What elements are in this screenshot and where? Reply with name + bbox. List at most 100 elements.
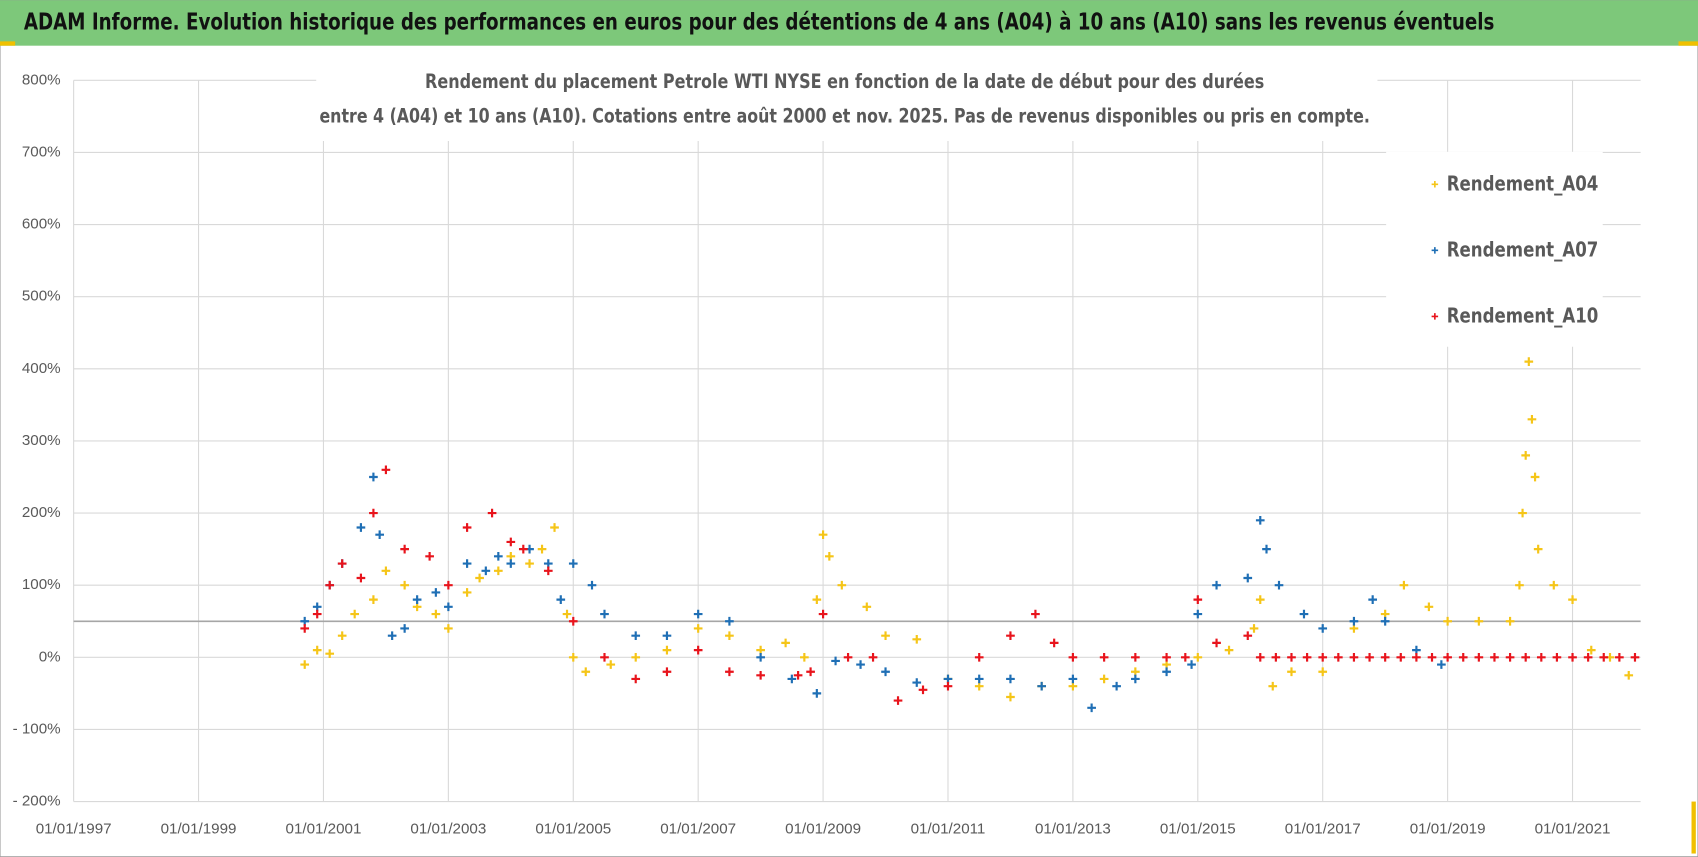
- corner: [0, 41, 16, 46]
- x-tick-label: 01/01/2021: [1535, 821, 1611, 838]
- marker: [1424, 602, 1434, 612]
- marker: [1533, 544, 1543, 554]
- marker: [1068, 674, 1078, 684]
- marker: [562, 609, 572, 619]
- y-tick-label: 100%: [22, 576, 61, 593]
- legend-box: [1386, 151, 1603, 347]
- marker: [1505, 616, 1515, 626]
- marker: [337, 559, 347, 568]
- marker: [1630, 652, 1640, 662]
- marker: [1287, 667, 1296, 677]
- marker: [1368, 595, 1378, 604]
- marker: [1318, 667, 1328, 677]
- marker: [1006, 631, 1015, 641]
- marker: [881, 631, 890, 641]
- y-tick-label: 300%: [22, 432, 61, 449]
- marker: [506, 559, 516, 568]
- marker: [693, 645, 703, 655]
- marker: [375, 530, 384, 540]
- marker: [493, 552, 503, 561]
- marker: [556, 595, 566, 604]
- marker: [725, 667, 734, 677]
- marker: [381, 566, 391, 576]
- marker: [350, 609, 360, 619]
- marker: [1365, 652, 1374, 662]
- marker: [356, 573, 366, 583]
- marker: [868, 652, 878, 662]
- marker: [1427, 652, 1437, 662]
- marker: [1255, 595, 1265, 604]
- marker: [1162, 652, 1171, 662]
- marker: [793, 671, 803, 680]
- marker: [1087, 703, 1096, 713]
- marker: [1302, 652, 1312, 662]
- marker: [1006, 674, 1015, 684]
- marker: [525, 559, 534, 568]
- marker: [1568, 595, 1577, 604]
- x-tick-label: 01/01/2013: [1035, 821, 1111, 838]
- marker: [506, 537, 516, 547]
- marker: [1524, 357, 1534, 366]
- marker: [1458, 652, 1468, 662]
- marker: [1349, 652, 1359, 662]
- marker: [369, 595, 378, 604]
- marker: [812, 689, 822, 698]
- header: ADAM Informe. Evolution historique des p…: [24, 9, 1495, 35]
- marker: [1243, 573, 1253, 583]
- corner: [1691, 801, 1696, 854]
- marker: [493, 566, 503, 576]
- marker: [1193, 609, 1203, 619]
- marker: [400, 580, 409, 590]
- marker: [912, 634, 922, 644]
- marker: [581, 667, 591, 677]
- marker: [818, 530, 828, 540]
- marker: [1193, 595, 1203, 604]
- marker: [1515, 580, 1524, 590]
- marker: [1399, 580, 1409, 590]
- marker: [425, 552, 434, 561]
- marker: [1187, 660, 1196, 669]
- y-tick-label: 200%: [22, 504, 61, 521]
- marker: [1443, 616, 1452, 626]
- marker: [462, 523, 472, 532]
- marker: [1037, 681, 1047, 691]
- marker: [1099, 674, 1109, 684]
- marker: [1287, 652, 1296, 662]
- x-tick-label: 01/01/1999: [161, 821, 237, 838]
- marker: [1527, 414, 1537, 424]
- marker: [1299, 609, 1309, 619]
- legend-label: Rendement_A04: [1447, 171, 1599, 195]
- marker: [1549, 580, 1559, 590]
- marker: [1255, 652, 1265, 662]
- marker: [325, 649, 335, 659]
- marker: [1334, 652, 1343, 662]
- marker: [1521, 652, 1531, 662]
- y-tick-label: - 200%: [13, 793, 61, 810]
- marker: [756, 671, 765, 680]
- y-tick-label: 600%: [22, 216, 61, 233]
- legend-marker: [1431, 247, 1439, 254]
- marker: [1049, 638, 1059, 648]
- marker: [1599, 652, 1609, 662]
- marker: [1180, 652, 1190, 662]
- marker: [568, 652, 578, 662]
- marker: [1380, 616, 1390, 626]
- marker: [1443, 652, 1452, 662]
- marker: [1243, 631, 1253, 641]
- marker: [881, 667, 890, 677]
- y-tick-label: 500%: [22, 288, 61, 305]
- header-bar: [0, 0, 1698, 46]
- marker: [1624, 671, 1634, 680]
- marker: [631, 652, 641, 662]
- y-tick-label: - 100%: [13, 720, 61, 737]
- marker: [1586, 645, 1596, 655]
- marker: [1349, 616, 1359, 626]
- marker: [475, 573, 484, 583]
- marker: [487, 508, 497, 518]
- marker: [550, 523, 559, 532]
- marker: [1568, 652, 1577, 662]
- marker: [806, 667, 815, 677]
- marker: [631, 631, 641, 641]
- y-tick-label: 700%: [22, 143, 61, 160]
